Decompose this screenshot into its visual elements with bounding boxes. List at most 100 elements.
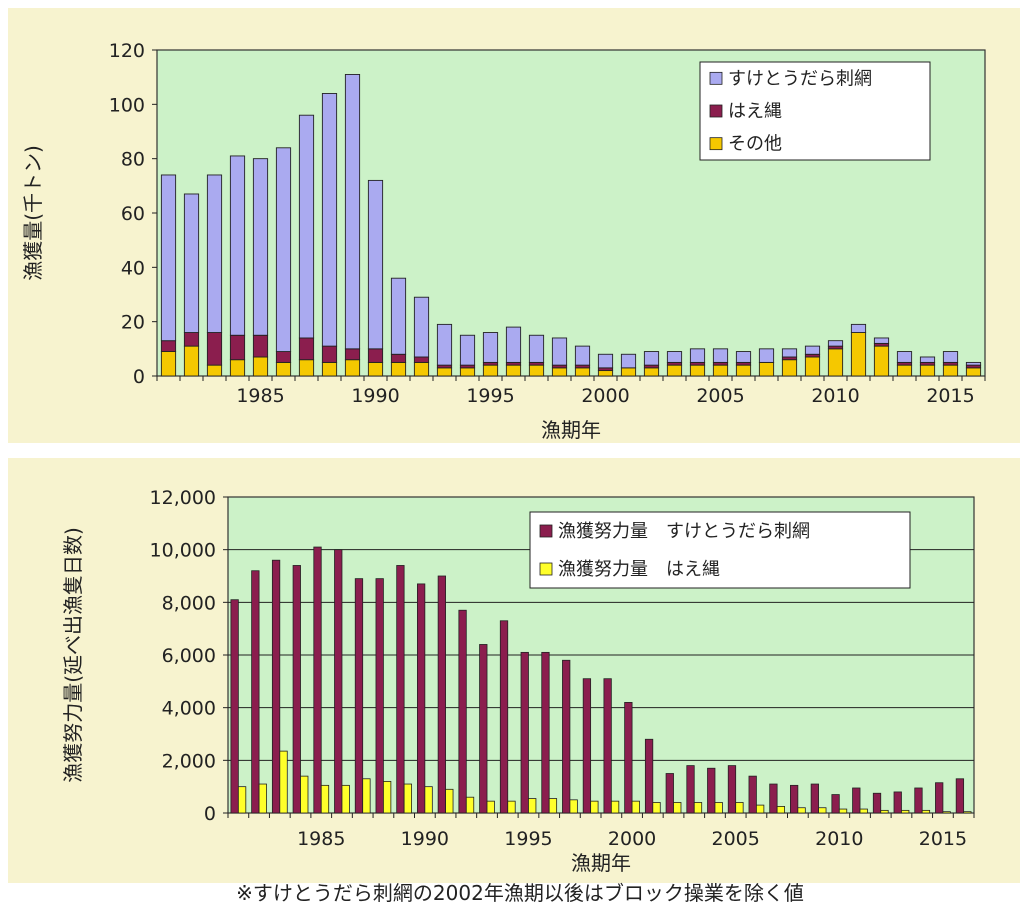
- bar-1: [520, 651, 529, 814]
- bar-2: [486, 800, 495, 814]
- bar-3: [551, 337, 568, 366]
- bar-1: [344, 359, 361, 377]
- bar-3: [321, 93, 338, 347]
- bar-1: [707, 767, 716, 814]
- bar-1: [919, 364, 936, 377]
- bar-3: [620, 353, 637, 369]
- y-tick-label: 100: [109, 94, 145, 116]
- bar-3: [827, 340, 844, 347]
- bar-2: [237, 786, 247, 814]
- y-tick-label: 6,000: [162, 645, 216, 667]
- y-tick-label: 8,000: [162, 592, 216, 614]
- bar-2: [160, 340, 177, 352]
- bar-3: [344, 73, 361, 350]
- y-tick-label: 40: [121, 257, 145, 279]
- bar-1: [499, 620, 509, 814]
- bar-2: [838, 808, 848, 814]
- bar-1: [413, 361, 430, 377]
- bar-3: [206, 174, 223, 333]
- bar-1: [955, 778, 965, 814]
- bar-3: [965, 361, 982, 366]
- y-tick-label: 10,000: [150, 540, 216, 562]
- bar-1: [541, 651, 550, 814]
- x-tick-label: 2015: [926, 385, 974, 407]
- bar-1: [183, 345, 200, 377]
- bar-1: [390, 361, 407, 377]
- y-axis-title: 漁獲努力量(延べ出漁隻日数): [61, 527, 85, 783]
- bar-1: [597, 370, 614, 377]
- bar-2: [424, 786, 433, 814]
- bar-2: [507, 800, 516, 814]
- bar-2: [298, 337, 315, 361]
- bar-3: [436, 323, 453, 366]
- legend-swatch: [539, 562, 553, 576]
- bar-2: [367, 348, 384, 363]
- bar-2: [383, 781, 392, 814]
- bar-1: [689, 364, 706, 377]
- y-tick-label: 20: [121, 312, 145, 334]
- bar-2: [776, 806, 785, 814]
- bar-3: [597, 353, 614, 369]
- bar-3: [758, 348, 775, 363]
- bar-3: [781, 348, 798, 358]
- chart-2: 0 2,000 4,000 6,000 8,000 10,000 12,000 1985 199…: [8, 458, 1020, 883]
- bar-1: [505, 364, 522, 377]
- bar-2: [465, 796, 475, 814]
- bar-1: [827, 348, 844, 377]
- bar-1: [712, 364, 729, 377]
- bar-2: [921, 809, 931, 814]
- bar-1: [769, 783, 778, 814]
- legend-swatch: [709, 137, 723, 151]
- bar-1: [230, 599, 239, 814]
- bar-2: [818, 807, 827, 814]
- y-tick-label: 2,000: [162, 750, 216, 772]
- x-tick-label: 2005: [696, 385, 744, 407]
- bar-2: [901, 809, 910, 814]
- bar-1: [965, 367, 982, 377]
- bar-1: [562, 659, 571, 814]
- y-tick-label: 0: [204, 803, 216, 825]
- y-tick-label: 0: [133, 366, 145, 388]
- bar-3: [942, 351, 959, 363]
- bar-1: [727, 765, 737, 814]
- bar-1: [574, 367, 591, 377]
- x-tick-label: 2000: [608, 828, 656, 850]
- bar-1: [528, 364, 545, 377]
- bar-2: [258, 783, 267, 814]
- y-tick-label: 120: [109, 40, 145, 62]
- bar-3: [413, 296, 430, 358]
- bar-2: [528, 798, 537, 814]
- bar-3: [666, 351, 683, 363]
- bar-1: [872, 792, 882, 814]
- x-tick-label: 1985: [236, 385, 284, 407]
- bar-3: [873, 337, 890, 344]
- bar-3: [919, 356, 936, 363]
- bar-3: [689, 348, 706, 363]
- y-tick-label: 80: [121, 149, 145, 171]
- bar-1: [582, 678, 592, 814]
- legend-box: [699, 61, 931, 161]
- bar-1: [271, 559, 281, 814]
- bar-2: [756, 804, 765, 814]
- bar-1: [482, 364, 499, 377]
- legend-label: その他: [728, 134, 782, 155]
- chart-1: 0 20 40 60 80 100 120 1985 1990 1995 2000 2005 2010 2…: [8, 8, 1020, 443]
- bar-1: [436, 367, 453, 377]
- bar-1: [458, 609, 467, 814]
- bar-2: [859, 808, 868, 814]
- bar-1: [781, 359, 798, 377]
- bar-2: [942, 811, 951, 814]
- bar-2: [321, 345, 338, 363]
- bar-2: [445, 788, 454, 814]
- bar-1: [321, 361, 338, 377]
- bar-1: [644, 738, 654, 814]
- bar-1: [313, 546, 322, 814]
- bar-2: [963, 811, 972, 814]
- y-tick-label: 60: [121, 203, 145, 225]
- bar-2: [569, 799, 578, 814]
- bar-2: [413, 356, 430, 363]
- bar-3: [390, 277, 407, 355]
- bar-1: [735, 364, 752, 377]
- bar-2: [548, 798, 558, 814]
